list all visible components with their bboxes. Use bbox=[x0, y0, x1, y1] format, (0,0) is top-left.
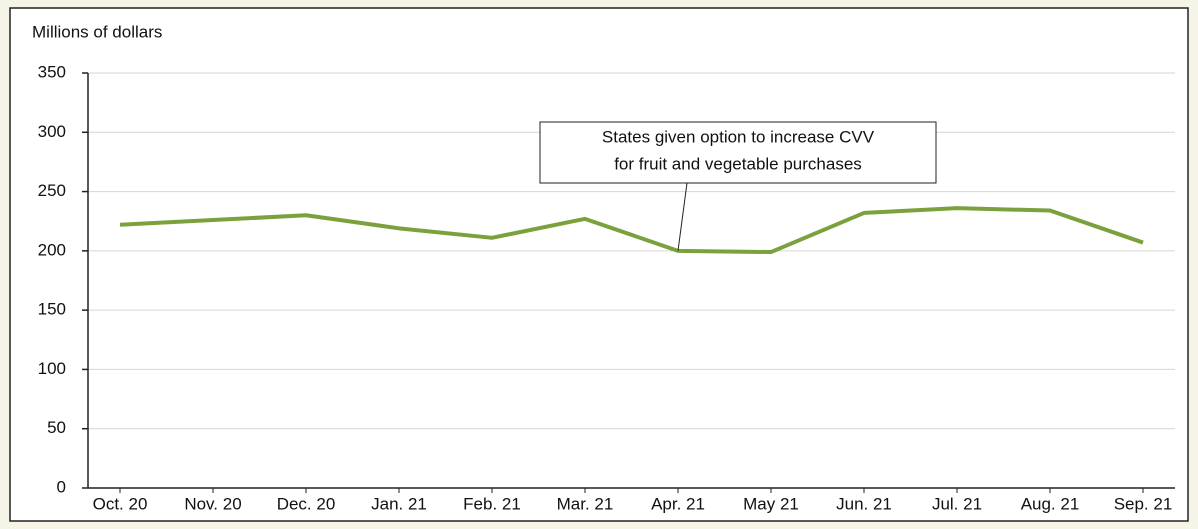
annotation-leader bbox=[677, 182, 688, 251]
x-tick-label: May 21 bbox=[743, 494, 799, 513]
y-axis-label: Millions of dollars bbox=[32, 22, 162, 41]
x-tick-label: Oct. 20 bbox=[93, 494, 148, 513]
x-tick-label: Sep. 21 bbox=[1114, 494, 1173, 513]
y-tick-label: 100 bbox=[38, 359, 66, 378]
annotation-text: for fruit and vegetable purchases bbox=[614, 154, 862, 173]
x-tick-label: Jan. 21 bbox=[371, 494, 427, 513]
y-tick-label: 350 bbox=[38, 62, 66, 81]
y-tick-label: 50 bbox=[47, 418, 66, 437]
x-tick-label: Mar. 21 bbox=[557, 494, 614, 513]
x-tick-label: Dec. 20 bbox=[277, 494, 336, 513]
annotation-box bbox=[539, 121, 937, 184]
x-tick-label: Aug. 21 bbox=[1021, 494, 1080, 513]
x-tick-label: Apr. 21 bbox=[651, 494, 705, 513]
y-tick-label: 0 bbox=[57, 477, 66, 496]
data-line bbox=[119, 206, 1144, 255]
x-tick-label: Nov. 20 bbox=[184, 494, 241, 513]
x-tick-label: Feb. 21 bbox=[463, 494, 521, 513]
x-tick-label: Jun. 21 bbox=[836, 494, 892, 513]
y-tick-label: 200 bbox=[38, 240, 66, 259]
y-tick-label: 300 bbox=[38, 122, 66, 141]
x-tick-label: Jul. 21 bbox=[932, 494, 982, 513]
y-tick-label: 150 bbox=[38, 300, 66, 319]
frame bbox=[9, 7, 1189, 522]
y-tick-label: 250 bbox=[38, 181, 66, 200]
annotation-text: States given option to increase CVV bbox=[602, 127, 875, 146]
